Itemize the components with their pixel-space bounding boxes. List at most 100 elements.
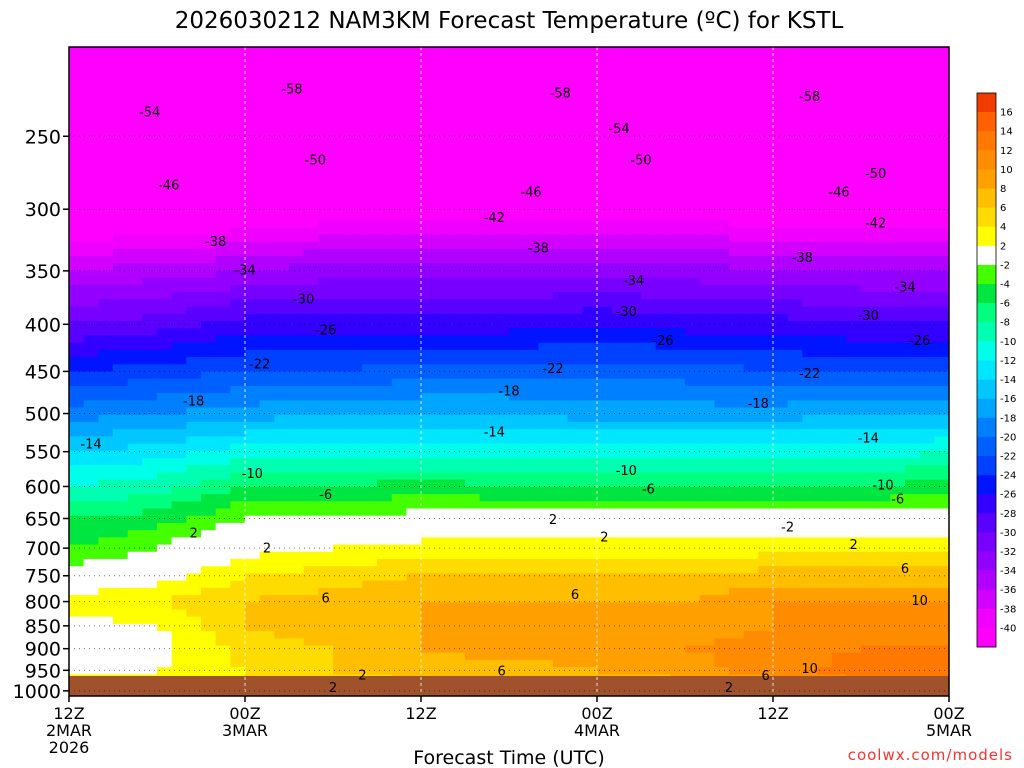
temperature-cell: [201, 256, 217, 264]
temperature-cell: [333, 609, 349, 618]
temperature-cell: [626, 119, 642, 127]
temperature-cell: [230, 587, 246, 596]
temperature-cell: [714, 595, 730, 603]
temperature-cell: [523, 429, 539, 437]
temperature-cell: [259, 558, 275, 567]
temperature-cell: [465, 645, 481, 654]
temperature-cell: [479, 176, 495, 185]
temperature-cell: [171, 104, 187, 113]
temperature-cell: [274, 335, 290, 344]
temperature-cell: [670, 659, 686, 668]
temperature-cell: [714, 421, 730, 430]
temperature-cell: [259, 616, 275, 625]
temperature-cell: [391, 667, 407, 675]
temperature-cell: [758, 450, 774, 459]
temperature-cell: [641, 140, 657, 149]
temperature-cell: [274, 184, 290, 192]
temperature-cell: [817, 566, 833, 575]
temperature-cell: [641, 277, 657, 286]
temperature-cell: [83, 155, 99, 163]
temperature-cell: [553, 652, 569, 661]
temperature-cell: [347, 393, 363, 401]
temperature-cell: [479, 220, 495, 228]
temperature-cell: [567, 486, 583, 495]
temperature-cell: [861, 587, 877, 596]
temperature-cell: [523, 227, 539, 236]
temperature-cell: [98, 335, 114, 344]
temperature-cell: [157, 133, 173, 142]
temperature-cell: [186, 357, 202, 365]
temperature-cell: [245, 501, 261, 510]
temperature-cell: [186, 68, 202, 77]
temperature-cell: [626, 587, 642, 596]
temperature-cell: [435, 573, 451, 582]
temperature-cell: [83, 256, 99, 264]
temperature-cell: [303, 407, 319, 416]
temperature-cell: [758, 227, 774, 236]
temperature-cell: [743, 140, 759, 149]
temperature-cell: [171, 479, 187, 488]
temperature-cell: [641, 566, 657, 575]
temperature-cell: [597, 659, 613, 668]
temperature-cell: [787, 530, 803, 538]
temperature-cell: [597, 256, 613, 264]
temperature-cell: [641, 111, 657, 120]
temperature-cell: [259, 205, 275, 214]
temperature-cell: [831, 198, 847, 207]
temperature-cell: [729, 263, 745, 272]
temperature-cell: [157, 522, 173, 531]
temperature-cell: [186, 54, 202, 63]
temperature-cell: [523, 155, 539, 163]
temperature-cell: [743, 75, 759, 84]
temperature-cell: [611, 385, 627, 394]
temperature-cell: [787, 465, 803, 474]
temperature-cell: [582, 284, 598, 293]
temperature-cell: [362, 472, 378, 481]
temperature-cell: [347, 54, 363, 63]
temperature-cell: [171, 638, 187, 647]
temperature-cell: [113, 357, 129, 365]
temperature-cell: [567, 450, 583, 459]
temperature-cell: [435, 443, 451, 452]
temperature-cell: [230, 371, 246, 380]
temperature-cell: [333, 595, 349, 603]
temperature-cell: [670, 234, 686, 243]
temperature-cell: [391, 458, 407, 466]
temperature-cell: [494, 645, 510, 654]
temperature-cell: [523, 169, 539, 178]
temperature-cell: [685, 47, 701, 55]
temperature-cell: [582, 602, 598, 611]
temperature-cell: [186, 248, 202, 257]
temperature-cell: [421, 515, 437, 524]
temperature-cell: [171, 623, 187, 632]
temperature-cell: [98, 551, 114, 560]
temperature-cell: [655, 450, 671, 459]
temperature-cell: [787, 54, 803, 63]
temperature-cell: [773, 450, 789, 459]
temperature-cell: [377, 436, 393, 445]
temperature-cell: [303, 551, 319, 560]
temperature-cell: [230, 241, 246, 250]
temperature-cell: [655, 176, 671, 185]
temperature-cell: [743, 147, 759, 156]
temperature-cell: [641, 162, 657, 171]
temperature-cell: [171, 212, 187, 221]
temperature-cell: [743, 335, 759, 344]
temperature-cell: [553, 306, 569, 315]
temperature-cell: [626, 256, 642, 264]
temperature-cell: [743, 609, 759, 618]
temperature-cell: [157, 393, 173, 401]
temperature-cell: [626, 393, 642, 401]
temperature-cell: [714, 573, 730, 582]
temperature-cell: [318, 284, 334, 293]
temperature-cell: [787, 335, 803, 344]
temperature-cell: [831, 623, 847, 632]
temperature-cell: [479, 458, 495, 466]
temperature-cell: [421, 248, 437, 257]
temperature-cell: [509, 587, 525, 596]
temperature-cell: [142, 277, 158, 286]
temperature-cell: [259, 54, 275, 63]
temperature-cell: [670, 378, 686, 387]
temperature-cell: [831, 522, 847, 531]
temperature-cell: [817, 371, 833, 380]
